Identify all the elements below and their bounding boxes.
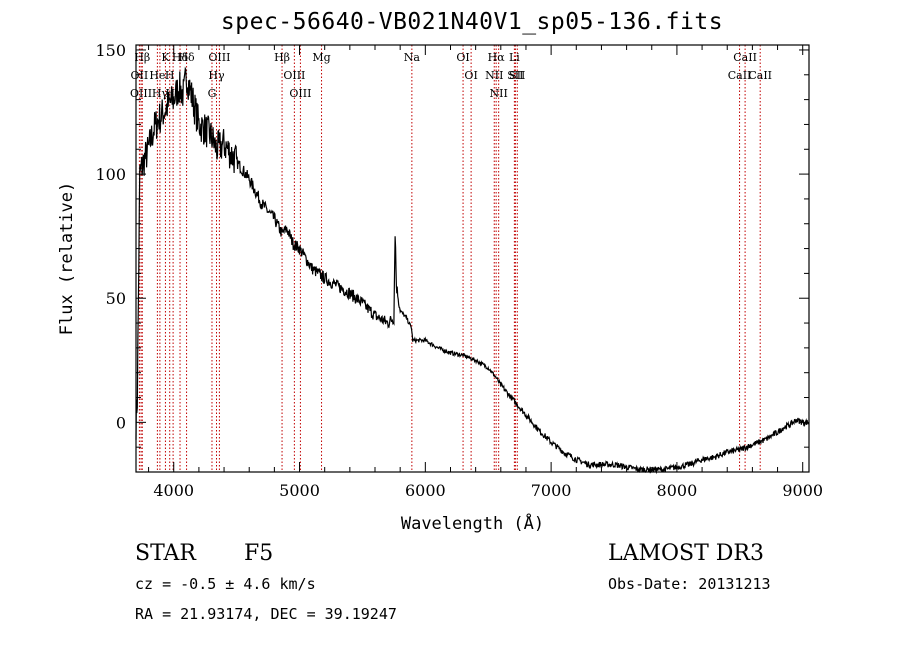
object-subclass: F5 bbox=[244, 541, 274, 566]
redshift-cz: cz = -0.5 ± 4.6 km/s bbox=[135, 575, 316, 593]
line-label-20: Hα bbox=[488, 51, 506, 64]
line-label-14: OIII bbox=[283, 69, 305, 82]
line-label-10: OIII bbox=[208, 51, 230, 64]
line-label-22: NII bbox=[490, 87, 508, 100]
x-tick-label-3: 7000 bbox=[531, 481, 572, 500]
line-label-11: Hγ bbox=[208, 69, 225, 82]
y-axis-label: Flux (relative) bbox=[57, 182, 77, 336]
line-label-27: CaII bbox=[728, 69, 752, 82]
line-label-28: CaII bbox=[748, 69, 772, 82]
line-label-25: SII bbox=[509, 69, 525, 82]
y-tick-label-2: 100 bbox=[95, 165, 126, 184]
ra-dec: RA = 21.93174, DEC = 39.19247 bbox=[135, 605, 397, 623]
line-label-5: Hγ bbox=[152, 87, 169, 100]
line-label-3: K bbox=[161, 51, 170, 64]
x-tick-label-1: 5000 bbox=[279, 481, 320, 500]
line-label-18: OI bbox=[456, 51, 469, 64]
line-label-21: NII bbox=[485, 69, 503, 82]
y-tick-label-0: 0 bbox=[116, 413, 126, 432]
line-label-6: Hδ bbox=[178, 51, 195, 64]
x-axis-label: Wavelength (Å) bbox=[401, 512, 544, 534]
line-label-1: OII bbox=[131, 69, 149, 82]
spectrum-series-line bbox=[135, 66, 810, 475]
survey-name: LAMOST DR3 bbox=[608, 541, 764, 566]
line-label-2: OIII bbox=[130, 87, 152, 100]
x-tick-label-0: 4000 bbox=[153, 481, 194, 500]
chart-title: spec-56640-VB021N40V1_sp05-136.fits bbox=[220, 9, 724, 35]
object-class: STAR bbox=[135, 541, 196, 566]
line-label-12: G bbox=[208, 87, 217, 100]
line-label-13: Hβ bbox=[274, 51, 290, 64]
line-label-7: H bbox=[165, 69, 175, 82]
line-label-19: OI bbox=[464, 69, 477, 82]
line-marker-group bbox=[138, 45, 761, 472]
line-label-0: Hβ bbox=[134, 51, 150, 64]
line-label-23: SII bbox=[507, 69, 523, 82]
line-label-15: OIII bbox=[289, 87, 311, 100]
obs-date: Obs-Date: 20131213 bbox=[608, 575, 771, 593]
plot-frame bbox=[135, 44, 810, 473]
line-label-16: Mg bbox=[312, 51, 330, 64]
x-tick-label-2: 6000 bbox=[405, 481, 446, 500]
x-tick-label-5: 9000 bbox=[782, 481, 823, 500]
line-label-4: He bbox=[149, 69, 165, 82]
x-tick-label-4: 8000 bbox=[657, 481, 698, 500]
line-label-26: CaII bbox=[733, 51, 757, 64]
line-label-24: Li bbox=[509, 51, 520, 64]
line-label-9: Hδ bbox=[172, 51, 189, 64]
line-label-17: Na bbox=[404, 51, 421, 64]
axis-tick-group: 4000 5000 6000 7000 8000 9000 0 50 100 150 bbox=[95, 41, 823, 500]
y-tick-label-1: 50 bbox=[106, 289, 126, 308]
y-tick-label-3: 150 bbox=[95, 41, 126, 60]
